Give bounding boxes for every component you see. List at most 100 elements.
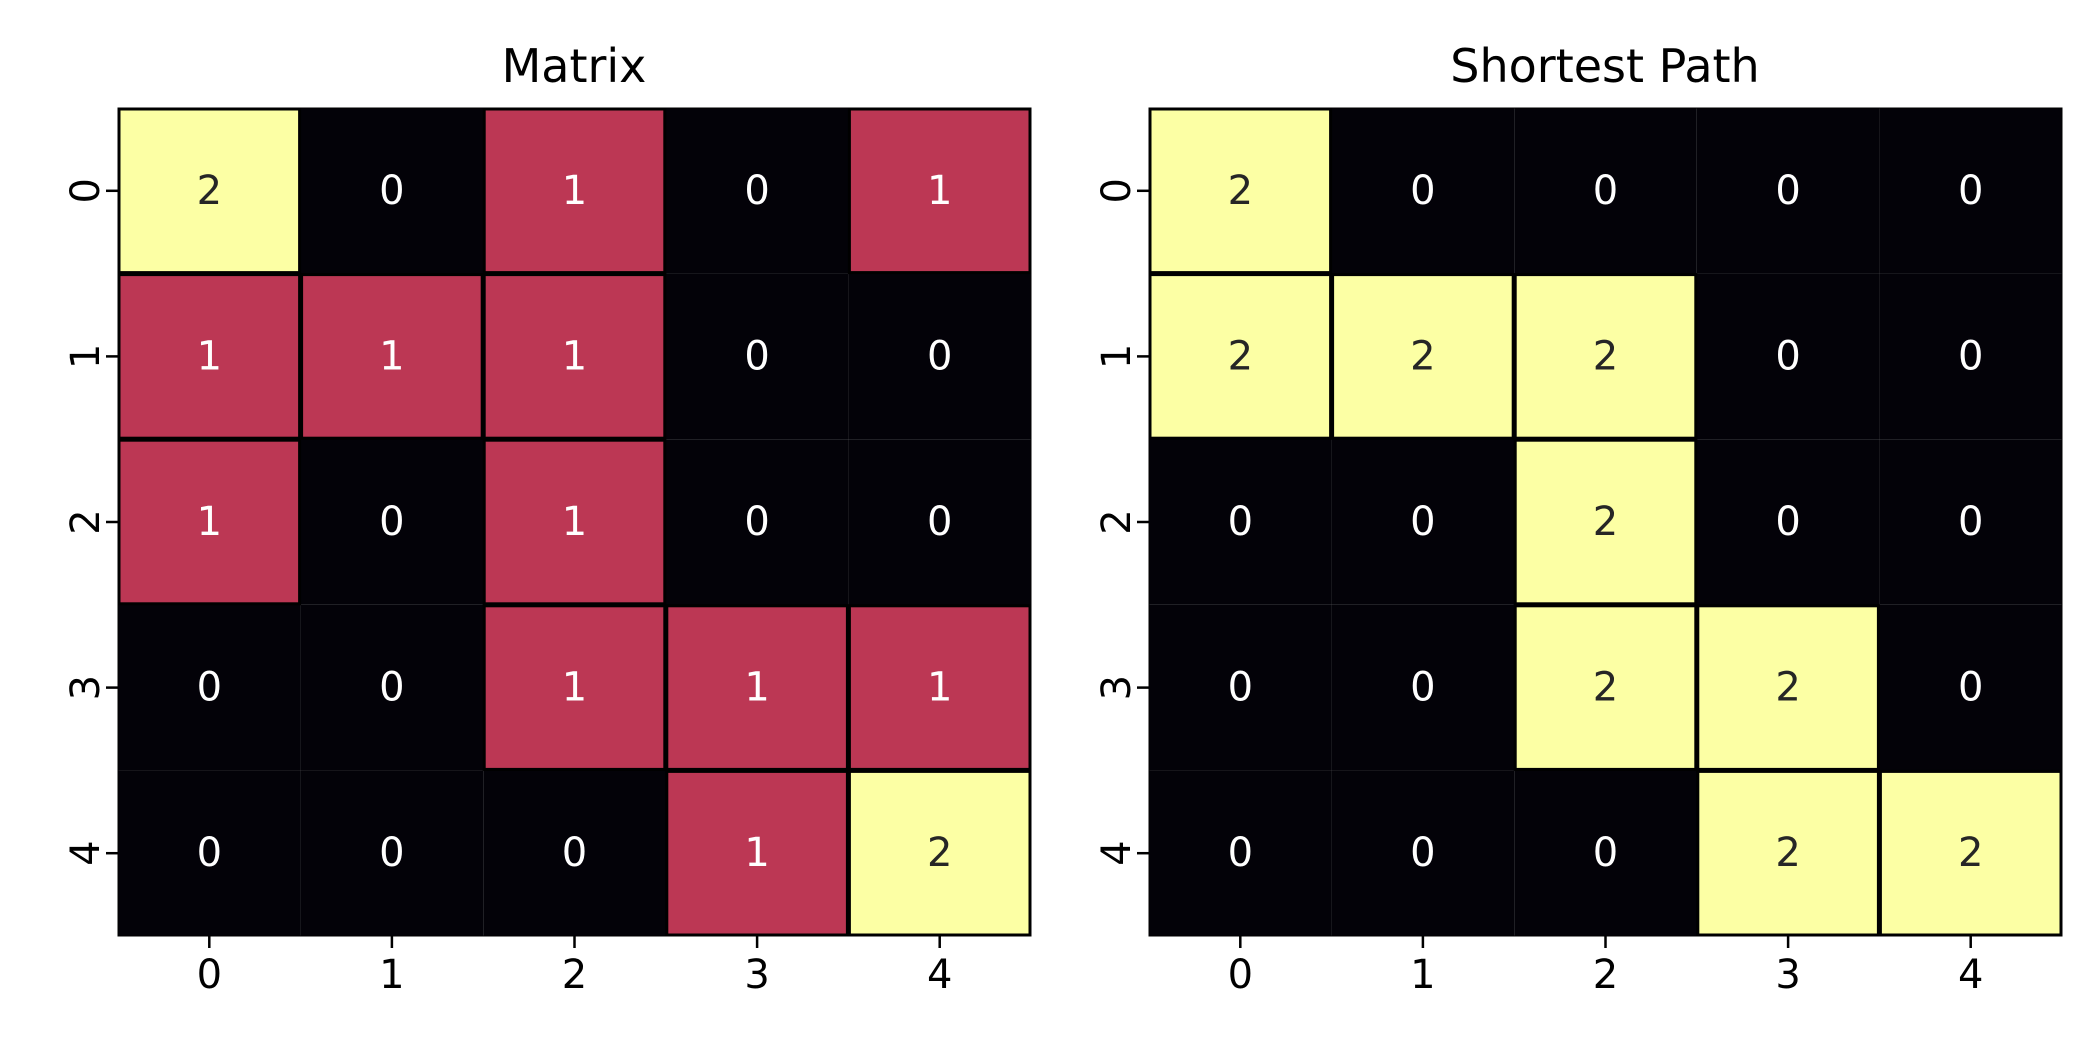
matrix-cell-r1-c3 bbox=[665, 273, 849, 440]
matrix-cell-label-r4-c3: 1 bbox=[744, 830, 769, 876]
matrix-cell-r0-c1 bbox=[300, 108, 484, 274]
shortest-path-heatmap-panel: Shortest Path 2 0 0 0 02 2 2 0 00 0 2 0 00 0 2 2 00 0 0 2 2 … bbox=[1094, 39, 2063, 998]
shortest-path-cell-r0-c3 bbox=[1696, 108, 1880, 274]
matrix-cell-label-r1-c1: 1 bbox=[379, 333, 404, 379]
shortest-path-x-tick-label-4: 4 bbox=[1958, 952, 1983, 998]
shortest-path-x-tick-label-0: 0 bbox=[1228, 952, 1253, 998]
shortest-path-cell-r4-c1 bbox=[1331, 770, 1515, 936]
shortest-path-cell-label-r4-c0: 0 bbox=[1228, 830, 1253, 876]
shortest-path-cell-border-r2-c2 bbox=[1513, 438, 1698, 606]
matrix-x-tick-label-3: 3 bbox=[744, 952, 769, 998]
matrix-cell-label-r3-c0: 0 bbox=[197, 665, 222, 711]
matrix-cell-label-r0-c0: 2 bbox=[197, 168, 222, 214]
shortest-path-cell-border-r1-c2 bbox=[1513, 273, 1698, 440]
matrix-heatmap-title: Matrix bbox=[502, 39, 647, 93]
shortest-path-cell-label-r4-c1: 0 bbox=[1410, 830, 1435, 876]
matrix-y-tick-label-0: 0 bbox=[63, 178, 109, 203]
shortest-path-cell-r3-c1 bbox=[1331, 604, 1515, 771]
matrix-cell-r1-c2 bbox=[483, 273, 666, 440]
matrix-cell-label-r3-c4: 1 bbox=[927, 665, 952, 711]
shortest-path-cell-label-r0-c0: 2 bbox=[1228, 168, 1253, 214]
matrix-cell-border-r3-c4 bbox=[847, 604, 1032, 771]
shortest-path-cell-label-r1-c0: 2 bbox=[1228, 333, 1253, 379]
shortest-path-cell-label-r0-c3: 0 bbox=[1775, 168, 1800, 214]
matrix-cell-r4-c4 bbox=[848, 770, 1031, 936]
matrix-cell-r0-c4 bbox=[848, 108, 1031, 274]
shortest-path-cell-r3-c3 bbox=[1696, 604, 1880, 771]
shortest-path-cell-label-r2-c0: 0 bbox=[1228, 499, 1253, 545]
shortest-path-cell-border-r4-c4 bbox=[1878, 769, 2063, 937]
matrix-heatmap-y-axis: 0 1 2 3 4 bbox=[63, 178, 118, 866]
shortest-path-cell-r1-c0 bbox=[1149, 273, 1332, 440]
shortest-path-cell-r0-c1 bbox=[1331, 108, 1515, 274]
shortest-path-x-tick-label-3: 3 bbox=[1775, 952, 1800, 998]
matrix-cell-label-r0-c3: 0 bbox=[744, 168, 769, 214]
matrix-cell-label-r3-c1: 0 bbox=[379, 665, 404, 711]
matrix-cell-r3-c2 bbox=[483, 604, 666, 771]
matrix-cell-label-r0-c4: 1 bbox=[927, 168, 952, 214]
matrix-y-tick-label-4: 4 bbox=[63, 840, 109, 865]
shortest-path-cell-r2-c2 bbox=[1514, 439, 1697, 605]
shortest-path-x-tick-label-2: 2 bbox=[1593, 952, 1618, 998]
shortest-path-cell-r3-c4 bbox=[1879, 604, 2062, 771]
shortest-path-cell-r1-c4 bbox=[1879, 273, 2062, 440]
matrix-cell-r3-c1 bbox=[300, 604, 484, 771]
shortest-path-heatmap-y-axis: 0 1 2 3 4 bbox=[1094, 178, 1149, 866]
matrix-cell-label-r2-c4: 0 bbox=[927, 499, 952, 545]
matrix-cell-border-r1-c2 bbox=[482, 273, 667, 440]
matrix-x-tick-label-4: 4 bbox=[927, 952, 952, 998]
shortest-path-cell-label-r3-c1: 0 bbox=[1410, 665, 1435, 711]
shortest-path-cell-r4-c4 bbox=[1879, 770, 2062, 936]
shortest-path-heatmap-cells: 2 0 0 0 0 2 2 2 0 0 0 0 2 0 0 0 0 2 2 0 0 0 0 2 2 bbox=[1148, 107, 2063, 937]
shortest-path-cell-r0-c4 bbox=[1879, 108, 2062, 274]
shortest-path-cell-label-r0-c4: 0 bbox=[1958, 168, 1983, 214]
matrix-x-tick-label-0: 0 bbox=[197, 952, 222, 998]
matrix-cell-r1-c1 bbox=[300, 273, 484, 440]
matrix-cell-border-r3-c3 bbox=[665, 604, 849, 771]
matrix-cell-border-r0-c4 bbox=[847, 107, 1032, 275]
matrix-cell-border-r2-c0 bbox=[117, 438, 302, 606]
shortest-path-y-tick-label-2: 2 bbox=[1094, 509, 1140, 534]
matrix-y-tick-label-2: 2 bbox=[63, 509, 109, 534]
shortest-path-cell-label-r2-c4: 0 bbox=[1958, 499, 1983, 545]
matrix-cell-r1-c0 bbox=[118, 273, 301, 440]
matrix-cell-r2-c3 bbox=[665, 439, 849, 605]
matrix-cell-r4-c0 bbox=[118, 770, 301, 936]
shortest-path-y-tick-label-4: 4 bbox=[1094, 840, 1140, 865]
matrix-cell-label-r1-c4: 0 bbox=[927, 333, 952, 379]
matrix-y-tick-label-1: 1 bbox=[63, 344, 109, 369]
shortest-path-cell-r2-c3 bbox=[1696, 439, 1880, 605]
matrix-cell-r4-c2 bbox=[483, 770, 666, 936]
matrix-cell-label-r4-c2: 0 bbox=[562, 830, 587, 876]
matrix-cell-label-r2-c2: 1 bbox=[562, 499, 587, 545]
shortest-path-cell-r4-c0 bbox=[1149, 770, 1332, 936]
matrix-cell-label-r2-c1: 0 bbox=[379, 499, 404, 545]
shortest-path-cell-label-r3-c2: 2 bbox=[1593, 665, 1618, 711]
shortest-path-cell-r4-c2 bbox=[1514, 770, 1697, 936]
shortest-path-cell-r1-c2 bbox=[1514, 273, 1697, 440]
shortest-path-cell-label-r1-c1: 2 bbox=[1410, 333, 1435, 379]
shortest-path-cell-border-r0-c0 bbox=[1148, 107, 1333, 275]
matrix-cell-r1-c4 bbox=[848, 273, 1031, 440]
matrix-cell-r4-c3 bbox=[665, 770, 849, 936]
matrix-cell-r2-c0 bbox=[118, 439, 301, 605]
matrix-cell-label-r0-c1: 0 bbox=[379, 168, 404, 214]
matrix-heatmap-cells: 2 0 1 0 1 1 1 1 0 0 1 0 1 0 0 0 0 1 1 1 0 0 0 1 2 bbox=[117, 107, 1032, 937]
matrix-cell-r0-c2 bbox=[483, 108, 666, 274]
shortest-path-cell-r4-c3 bbox=[1696, 770, 1880, 936]
matrix-cell-border-r4-c4 bbox=[847, 769, 1032, 937]
matrix-cell-label-r0-c2: 1 bbox=[562, 168, 587, 214]
shortest-path-cell-label-r4-c3: 2 bbox=[1775, 830, 1800, 876]
shortest-path-cell-label-r1-c4: 0 bbox=[1958, 333, 1983, 379]
shortest-path-cell-label-r1-c3: 0 bbox=[1775, 333, 1800, 379]
shortest-path-cell-border-r1-c1 bbox=[1331, 273, 1515, 440]
shortest-path-cell-label-r3-c3: 2 bbox=[1775, 665, 1800, 711]
shortest-path-cell-border-r4-c3 bbox=[1696, 769, 1880, 937]
matrix-cell-border-r2-c2 bbox=[482, 438, 667, 606]
shortest-path-cell-label-r0-c1: 0 bbox=[1410, 168, 1435, 214]
matrix-cell-border-r0-c2 bbox=[482, 107, 667, 275]
matrix-cell-label-r3-c2: 1 bbox=[562, 665, 587, 711]
matrix-cell-r3-c4 bbox=[848, 604, 1031, 771]
shortest-path-cell-r2-c4 bbox=[1879, 439, 2062, 605]
